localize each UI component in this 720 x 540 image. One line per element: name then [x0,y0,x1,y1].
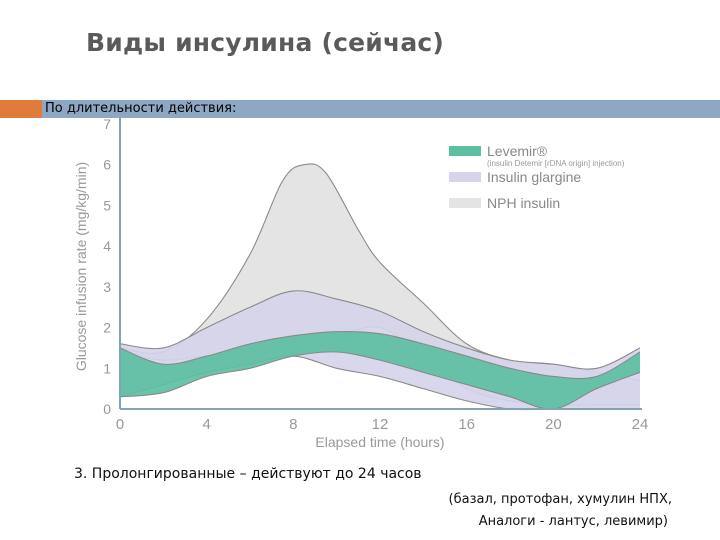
y-tick-label: 2 [103,320,111,336]
legend-swatch [449,198,481,208]
note-line3: Аналоги - лантус, левимир) [478,514,668,529]
x-axis-title: Elapsed time (hours) [315,434,444,450]
y-tick-label: 7 [103,116,111,132]
x-tick-label: 16 [458,416,475,433]
legend-swatch [449,146,481,156]
x-tick-label: 12 [372,416,389,433]
x-tick-label: 20 [545,416,562,433]
legend-swatch [449,172,481,182]
note-line2: (базал, протофан, хумулин НПХ, [448,492,672,507]
slide-subtitle: По длительности действия: [45,101,237,116]
y-tick-label: 5 [103,197,111,213]
accent-bar-orange [0,100,42,118]
x-tick-label: 4 [202,416,210,433]
x-tick-label: 8 [289,416,297,433]
y-tick-label: 6 [103,157,111,173]
y-tick-label: 1 [103,360,111,376]
series-upper-line-1 [119,290,641,370]
y-axis-title: Glucose infusion rate (mg/kg/min) [73,162,89,371]
x-tick-label: 24 [632,416,649,433]
legend-label: NPH insulin [487,195,560,211]
y-tick-label: 4 [103,238,111,254]
slide-title: Виды инсулина (сейчас) [86,28,445,57]
x-tick-label: 0 [116,416,124,433]
series-upper-line-2 [119,330,641,380]
accent-bar-blue [42,100,720,118]
y-tick-label: 3 [103,279,111,295]
series-band-2 [120,331,640,410]
legend-sublabel: (insulin Detemir [rDNA origin] injection… [487,159,625,168]
y-tick-label: 0 [103,401,111,417]
note-main: 3. Пролонгированные – действуют до 24 ча… [74,466,422,482]
legend-label: Levemir® [487,143,548,159]
legend-label: Insulin glargine [487,169,581,185]
